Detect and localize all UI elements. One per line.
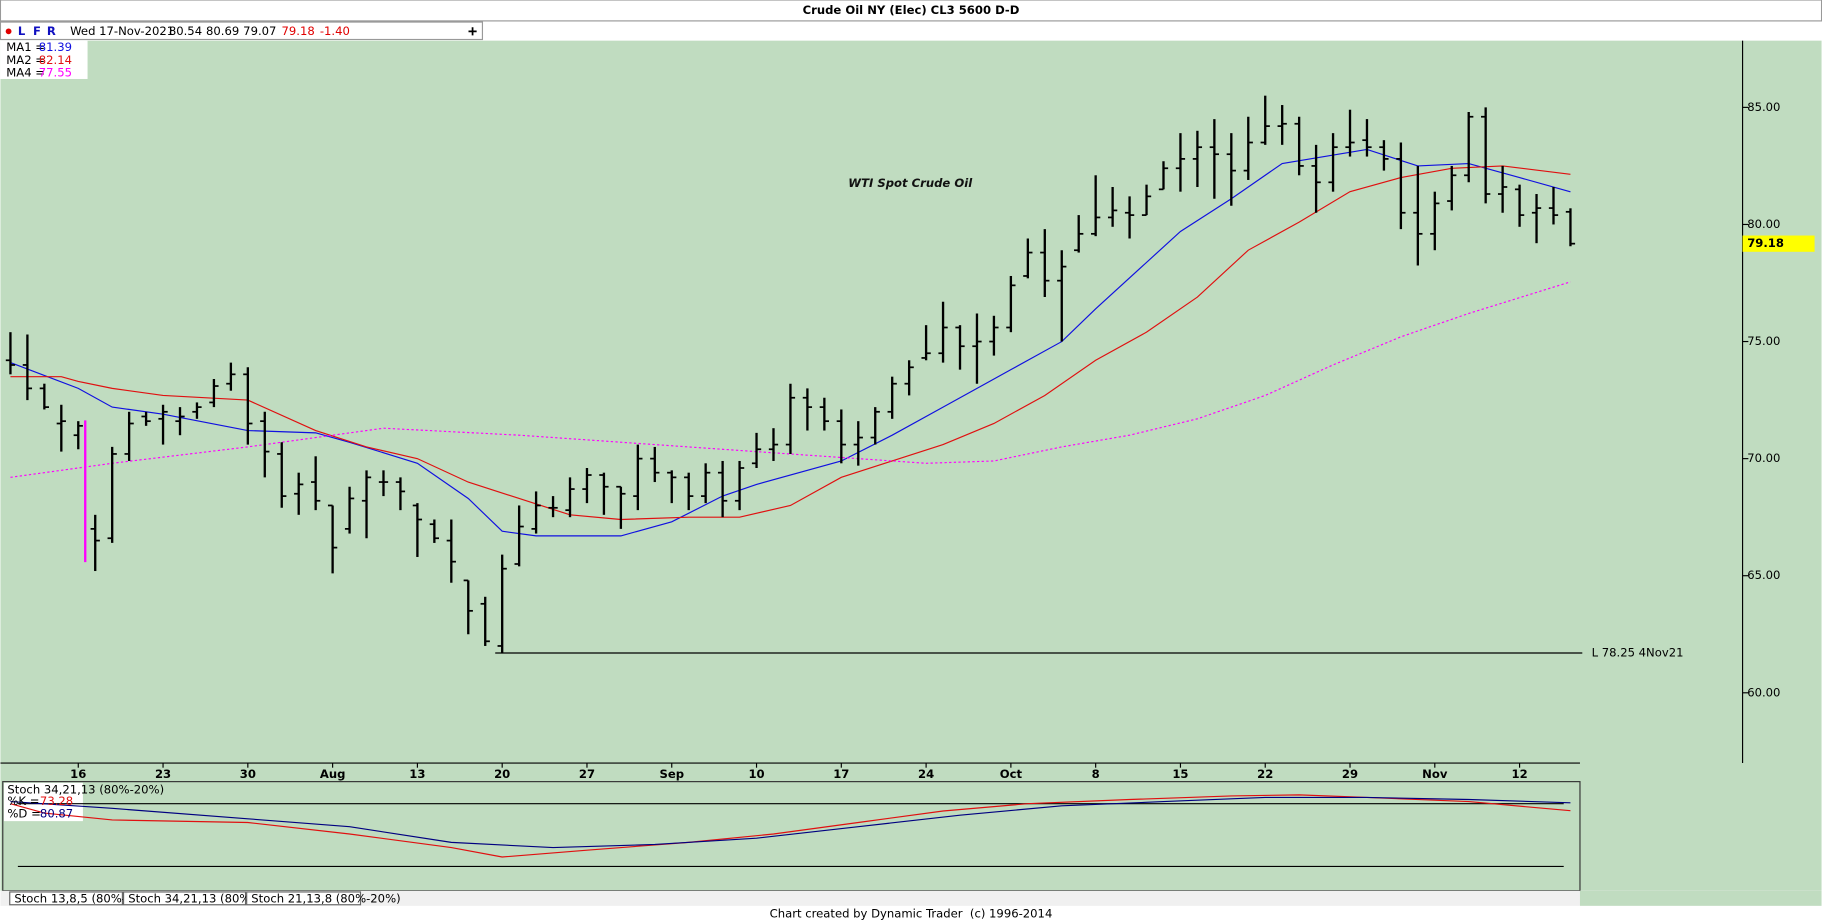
chart-title: Crude Oil NY (Elec) CL3 5600 D-D xyxy=(803,3,1020,17)
x-tick-label: 20 xyxy=(494,767,510,781)
x-tick-label: 8 xyxy=(1092,767,1100,781)
header-high: 80.69 xyxy=(206,24,239,38)
legend-value: 81.39 xyxy=(39,40,72,54)
header-close: 79.18 xyxy=(282,24,315,38)
x-tick-label: 13 xyxy=(409,767,425,781)
header-bar xyxy=(0,21,484,41)
stoch-panel xyxy=(2,781,1581,892)
footer: Chart created by Dynamic Trader (c) 1996… xyxy=(770,907,1053,921)
x-tick-label: 29 xyxy=(1342,767,1358,781)
header-low: 79.07 xyxy=(243,24,276,38)
x-tick-label: Nov xyxy=(1422,767,1448,781)
stoch-title: Stoch 34,21,13 (80%-20%) xyxy=(7,782,164,796)
annotation: WTI Spot Crude Oil xyxy=(848,176,973,190)
header-change: -1.40 xyxy=(320,24,350,38)
last-price-label: 79.18 xyxy=(1747,236,1784,250)
ma-legend-box xyxy=(0,40,88,79)
tab-label[interactable]: Stoch 21,13,8 (80%-20%) xyxy=(251,891,400,905)
x-tick-label: 17 xyxy=(833,767,849,781)
x-tick-label: 24 xyxy=(918,767,934,781)
plus-icon[interactable] xyxy=(468,27,477,36)
x-tick-label: 30 xyxy=(240,767,256,781)
x-tick-label: 23 xyxy=(155,767,171,781)
y-tick-label: 60.00 xyxy=(1747,685,1780,699)
x-tick-label: 16 xyxy=(70,767,86,781)
legend-name: MA2 = xyxy=(6,53,45,67)
legend-value: 73.28 xyxy=(40,794,73,808)
tab[interactable] xyxy=(246,891,362,906)
legend-name: MA4 = xyxy=(6,66,45,80)
x-tick-label: 22 xyxy=(1257,767,1273,781)
footer-bar xyxy=(0,905,1822,921)
legend-value: 77.55 xyxy=(39,66,72,80)
x-tick-label: 27 xyxy=(579,767,595,781)
x-tick-label: Sep xyxy=(659,767,684,781)
header-date: Wed 17-Nov-2021 xyxy=(70,24,174,38)
x-tick-label: 15 xyxy=(1172,767,1188,781)
legend-value: 82.14 xyxy=(39,53,72,67)
tab-label[interactable]: Stoch 34,21,13 (80%-20%) xyxy=(128,891,285,905)
header-button[interactable]: L xyxy=(18,24,26,38)
x-tick-label: 10 xyxy=(748,767,764,781)
legend-name: %K = xyxy=(7,794,39,808)
y-tick-label: 80.00 xyxy=(1747,217,1780,231)
legend-name: %D = xyxy=(7,807,40,821)
x-tick-label: 12 xyxy=(1512,767,1528,781)
y-tick-label: 70.00 xyxy=(1747,451,1780,465)
plot-bg xyxy=(0,40,1822,891)
y-tick-label: 75.00 xyxy=(1747,334,1780,348)
x-tick-label: Aug xyxy=(320,767,346,781)
low-annotation: L 78.25 4Nov21 xyxy=(1592,645,1684,659)
y-tick-label: 85.00 xyxy=(1747,100,1780,114)
header-button[interactable]: F xyxy=(33,24,41,38)
header-open: 80.54 xyxy=(169,24,202,38)
header-button[interactable]: R xyxy=(47,24,56,38)
legend-name: MA1 = xyxy=(6,40,45,54)
tab-label[interactable]: Stoch 13,8,5 (80%-20%) xyxy=(14,891,156,905)
x-tick-label: Oct xyxy=(1000,767,1023,781)
y-tick-label: 65.00 xyxy=(1747,568,1780,582)
last-price-box xyxy=(1742,235,1815,252)
tab[interactable] xyxy=(122,891,247,906)
tab[interactable] xyxy=(9,891,123,906)
status-dot xyxy=(5,28,12,35)
ma-line xyxy=(10,794,1571,858)
ma-line xyxy=(10,796,1571,849)
ma-line xyxy=(10,281,1571,478)
tab-bar xyxy=(0,890,1822,906)
legend-value: 80.87 xyxy=(40,807,73,821)
tab-bar-fill xyxy=(1579,890,1822,906)
ma-line xyxy=(10,148,1571,537)
